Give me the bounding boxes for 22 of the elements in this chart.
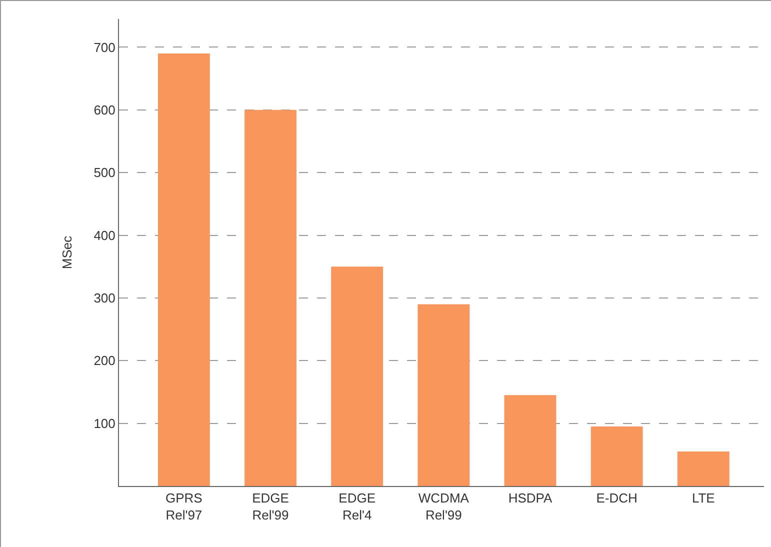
bar bbox=[331, 266, 384, 486]
bar bbox=[418, 304, 470, 486]
bar bbox=[590, 426, 643, 486]
bar bbox=[158, 53, 210, 486]
y-tick-label: 400 bbox=[94, 228, 116, 243]
bar bbox=[677, 452, 730, 486]
bar bbox=[244, 110, 296, 486]
y-tick-label: 100 bbox=[94, 416, 116, 431]
y-tick-label: 500 bbox=[94, 165, 116, 180]
y-axis-title: MSec bbox=[60, 235, 75, 270]
x-tick-label: HSDPA bbox=[508, 490, 552, 506]
y-tick-label: 300 bbox=[94, 290, 116, 306]
x-tick-label: GPRS Rel'97 bbox=[166, 490, 203, 522]
x-tick-label: EDGE Rel'4 bbox=[338, 490, 376, 522]
x-tick-label: E-DCH bbox=[596, 490, 638, 506]
x-tick-label: WCDMA Rel'99 bbox=[418, 490, 470, 522]
x-tick-label: EDGE Rel'99 bbox=[252, 490, 290, 522]
y-tick-label: 600 bbox=[94, 102, 116, 118]
y-tick-label: 700 bbox=[94, 40, 116, 55]
bar bbox=[504, 395, 556, 486]
x-tick-label: LTE bbox=[692, 490, 716, 506]
y-tick-label: 200 bbox=[94, 353, 116, 368]
